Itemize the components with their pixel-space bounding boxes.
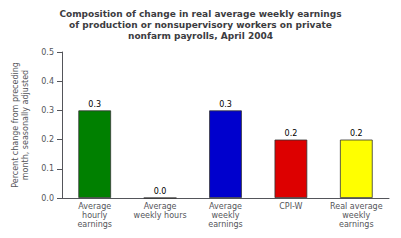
svg-text:earnings: earnings [339, 220, 374, 229]
svg-text:nonfarm payrolls, April 2004: nonfarm payrolls, April 2004 [128, 31, 273, 41]
svg-text:Percent change from preceding: Percent change from preceding [11, 62, 20, 188]
svg-text:CPI-W: CPI-W [279, 202, 302, 211]
svg-text:weekly hours: weekly hours [134, 211, 187, 220]
svg-text:weekly: weekly [212, 211, 240, 220]
svg-text:0.0: 0.0 [154, 187, 167, 196]
svg-text:hourly: hourly [82, 211, 108, 220]
svg-text:month, seasonally adjusted: month, seasonally adjusted [21, 70, 30, 180]
svg-text:0.5: 0.5 [41, 48, 54, 57]
svg-text:earnings: earnings [77, 220, 112, 229]
svg-text:0.1: 0.1 [41, 164, 54, 173]
svg-text:Composition of change in real: Composition of change in real average we… [59, 9, 341, 19]
svg-text:Average: Average [144, 202, 177, 211]
svg-text:0.2: 0.2 [350, 129, 363, 138]
svg-text:Average: Average [78, 202, 111, 211]
svg-text:0.3: 0.3 [219, 100, 232, 109]
svg-text:0.0: 0.0 [41, 194, 54, 203]
svg-text:weekly: weekly [342, 211, 370, 220]
svg-text:0.2: 0.2 [41, 135, 54, 144]
svg-text:0.2: 0.2 [285, 129, 298, 138]
svg-text:0.3: 0.3 [41, 106, 54, 115]
svg-text:of production or nonsupervisor: of production or nonsupervisory workers … [69, 20, 332, 30]
svg-text:0.3: 0.3 [88, 100, 101, 109]
svg-text:0.4: 0.4 [41, 77, 54, 86]
svg-text:Average: Average [209, 202, 242, 211]
svg-text:Real average: Real average [330, 202, 383, 211]
svg-text:earnings: earnings [208, 220, 243, 229]
